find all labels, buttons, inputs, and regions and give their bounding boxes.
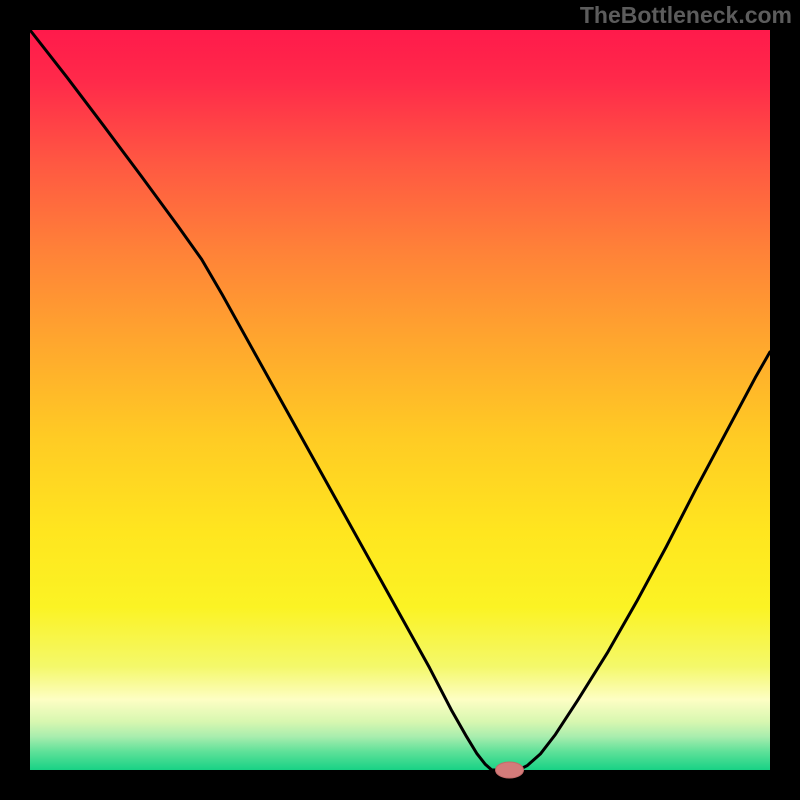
optimal-point-marker: [496, 762, 524, 778]
chart-background: [30, 30, 770, 770]
bottleneck-curve-chart: [0, 0, 800, 800]
watermark-text: TheBottleneck.com: [580, 2, 792, 29]
chart-container: TheBottleneck.com: [0, 0, 800, 800]
